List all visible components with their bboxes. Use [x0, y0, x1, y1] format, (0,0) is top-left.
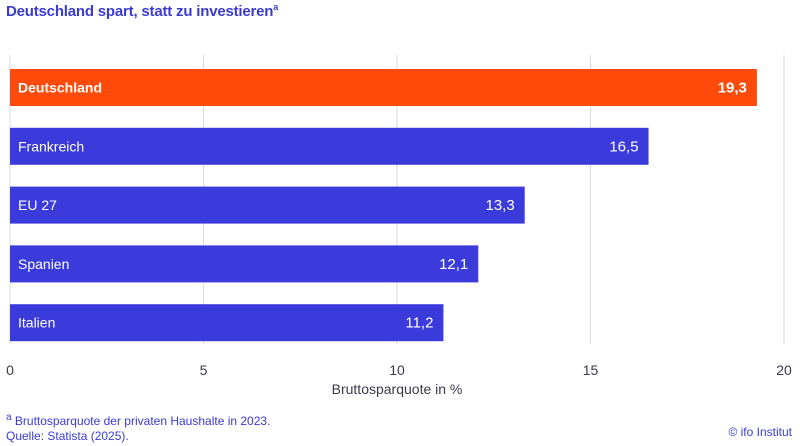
x-axis-title: Bruttosparquote in % [332, 381, 463, 397]
chart-title-text: Deutschland spart, statt zu investieren [6, 3, 274, 20]
footnote-line: a Bruttosparquote der privaten Haushalte… [6, 410, 270, 429]
bar-category-label: Spanien [18, 256, 69, 272]
bar-value-label: 13,3 [486, 197, 515, 214]
x-tick-label: 0 [6, 362, 14, 378]
source-line: Quelle: Statista (2025). [6, 429, 129, 443]
x-tick-label: 20 [776, 362, 792, 378]
bar-category-label: Italien [18, 315, 55, 331]
x-tick-label: 15 [583, 362, 599, 378]
bar-category-label: EU 27 [18, 197, 57, 213]
bar-value-label: 16,5 [609, 138, 638, 155]
footnote-text: Bruttosparquote der privaten Haushalte i… [14, 414, 271, 428]
bar-category-label: Frankreich [18, 138, 84, 154]
x-tick-label: 5 [200, 362, 208, 378]
copyright: © ifo Institut [728, 425, 792, 439]
bar [10, 127, 649, 165]
bar-value-label: 11,2 [405, 315, 433, 332]
bar-value-label: 19,3 [718, 80, 747, 97]
bar [10, 186, 525, 224]
bar [10, 69, 757, 106]
x-tick-label: 10 [389, 362, 405, 378]
x-axis-ticks: 0 5 10 15 20 [6, 362, 792, 378]
bar-value-label: 12,1 [439, 256, 468, 273]
bar-chart: Deutschland 19,3 Frankreich 16,5 EU 27 13,3 Sp… [6, 55, 792, 397]
footnote-marker: a [6, 412, 12, 423]
bar [10, 304, 444, 342]
title-footnote-marker: a [273, 2, 279, 12]
bars: Deutschland 19,3 Frankreich 16,5 EU 27 13,3 Sp… [10, 69, 757, 342]
footnote: a Bruttosparquote der privaten Haushalte… [6, 410, 270, 444]
chart-title: Deutschland spart, statt zu investierena [6, 2, 278, 20]
bar [10, 245, 479, 283]
bar-category-label: Deutschland [18, 80, 102, 96]
